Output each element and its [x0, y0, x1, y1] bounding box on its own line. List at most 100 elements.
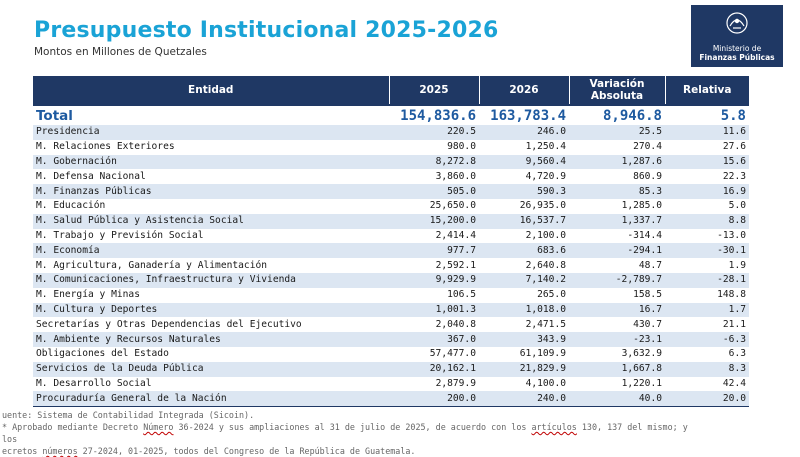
- cell-entity: Procuraduría General de la Nación: [33, 391, 389, 408]
- cell-abs: -2,789.7: [569, 272, 665, 288]
- cell-entity: M. Ambiente y Recursos Naturales: [33, 332, 389, 347]
- cell-abs: -294.1: [569, 243, 665, 259]
- logo-line-1: Ministerio de: [712, 44, 762, 53]
- cell-2025: 1,001.3: [389, 302, 479, 318]
- table-row: M. Energía y Minas 106.5 265.0 158.5 148.8: [33, 288, 749, 303]
- table-row: Servicios de la Deuda Pública 20,162.1 21,…: [33, 361, 749, 377]
- cell-2025: 980.0: [447, 141, 476, 153]
- header-2026: 2026: [479, 76, 570, 105]
- footnote-1: * Aprobado mediante Decreto Número 36-20…: [2, 422, 688, 444]
- table-row: M. Gobernación 8,272.8 9,560.4 1,287.6 15.6: [33, 154, 749, 170]
- cell-abs: 158.5: [633, 289, 662, 301]
- total-row: Total 154,836.6 163,783.4 8,946.8 5.8: [33, 104, 749, 125]
- cell-2026: 16,537.7: [479, 213, 569, 229]
- cell-2026: 1,018.0: [479, 302, 569, 318]
- total-rel: 5.8: [665, 104, 749, 125]
- table-row: Presidencia 220.5 246.0 25.5 11.6: [33, 125, 749, 140]
- cell-2025: 977.7: [389, 243, 479, 259]
- cell-2026: 2,471.5: [525, 318, 566, 330]
- ministry-logo: Ministerio de Finanzas Públicas: [691, 5, 783, 67]
- total-2025: 154,836.6: [389, 104, 479, 125]
- cell-2025: 200.0: [389, 391, 479, 408]
- table-row: M. Relaciones Exteriores 980.0 1,250.4 270.…: [33, 140, 749, 155]
- logo-line-2: Finanzas Públicas: [699, 53, 775, 62]
- footnote-1-text-e: 130, 137 del mismo; y los: [2, 422, 688, 444]
- table-row: M. Salud Pública y Asistencia Social 15,2…: [33, 213, 749, 229]
- table-body: Total 154,836.6 163,783.4 8,946.8 5.8 Pr…: [33, 104, 749, 408]
- footnote-1-text-d: artículos: [531, 422, 577, 432]
- table-header-row: Entidad 2025 2026 Variación Absoluta Rel…: [33, 76, 749, 105]
- cell-entity: Servicios de la Deuda Pública: [33, 361, 389, 377]
- cell-2026: 4,100.0: [525, 377, 566, 389]
- cell-2026: 7,140.2: [479, 272, 569, 288]
- header-relativa: Relativa: [665, 76, 749, 105]
- cell-abs: 40.0: [569, 391, 665, 408]
- header-2025: 2025: [389, 76, 480, 105]
- footnote-2-text-a: ecretos: [2, 446, 43, 456]
- cell-rel: -13.0: [717, 229, 746, 241]
- cell-entity: Presidencia: [33, 125, 389, 140]
- cell-rel: 21.1: [722, 318, 746, 330]
- total-abs: 8,946.8: [569, 104, 665, 125]
- footnote-1-text-a: Aprobado mediante Decreto: [7, 422, 144, 432]
- cell-entity: M. Salud Pública y Asistencia Social: [33, 213, 389, 229]
- cell-entity: M. Energía y Minas: [36, 289, 140, 301]
- table-row: M. Desarrollo Social 2,879.9 4,100.0 1,220.…: [33, 377, 749, 392]
- cell-2025: 2,040.8: [435, 318, 476, 330]
- cell-2025: 3,860.0: [435, 170, 476, 182]
- cell-2025: 57,477.0: [429, 348, 476, 360]
- table-row: M. Cultura y Deportes 1,001.3 1,018.0 16.7 1…: [33, 302, 749, 318]
- cell-rel: 8.3: [665, 361, 749, 377]
- cell-2025: 8,272.8: [389, 154, 479, 170]
- cell-rel: 42.4: [722, 377, 746, 389]
- cell-2025: 367.0: [389, 332, 479, 347]
- cell-abs: -314.4: [627, 229, 662, 241]
- cell-entity: Obligaciones del Estado: [36, 348, 169, 360]
- cell-abs: 1,667.8: [569, 361, 665, 377]
- cell-rel: 15.6: [665, 154, 749, 170]
- cell-abs: 25.5: [569, 125, 665, 140]
- cell-rel: 5.0: [728, 200, 746, 212]
- table-row: M. Finanzas Públicas 505.0 590.3 85.3 16.9: [33, 184, 749, 199]
- cell-2025: 20,162.1: [389, 361, 479, 377]
- source-note: uente: Sistema de Contabilidad Integrada…: [2, 410, 255, 420]
- total-label: Total: [33, 104, 389, 125]
- table-row: M. Economía 977.7 683.6 -294.1 -30.1: [33, 243, 749, 259]
- cell-abs: 1,287.6: [569, 154, 665, 170]
- cell-entity: M. Finanzas Públicas: [33, 184, 389, 199]
- total-2026: 163,783.4: [479, 104, 569, 125]
- cell-entity: M. Gobernación: [33, 154, 389, 170]
- cell-rel: 16.9: [665, 184, 749, 199]
- cell-rel: -6.3: [665, 332, 749, 347]
- footnote-2: ecretos números 27-2024, 01-2025, todos …: [2, 445, 702, 457]
- cell-rel: 11.6: [665, 125, 749, 140]
- header-entidad: Entidad: [33, 76, 390, 105]
- table-row: M. Defensa Nacional 3,860.0 4,720.9 860.9 22…: [33, 169, 749, 184]
- cell-2026: 590.3: [479, 184, 569, 199]
- footnote-2-text-c: 27-2024, 01-2025, todos del Congreso de …: [77, 446, 416, 456]
- cell-entity: M. Agricultura, Ganadería y Alimentación: [36, 259, 268, 271]
- cell-2025: 2,414.4: [435, 229, 476, 241]
- cell-abs: 430.7: [633, 318, 662, 330]
- coat-of-arms-icon: [726, 12, 748, 34]
- cell-2025: 106.5: [447, 289, 476, 301]
- cell-2026: 21,829.9: [479, 361, 569, 377]
- header-variacion-absoluta: Variación Absoluta: [569, 76, 666, 105]
- cell-abs: 85.3: [569, 184, 665, 199]
- footnote-2-text-b: números: [42, 446, 78, 456]
- cell-2026: 683.6: [479, 243, 569, 259]
- cell-2026: 9,560.4: [479, 154, 569, 170]
- cell-rel: -28.1: [665, 272, 749, 288]
- cell-entity: M. Comunicaciones, Infraestructura y Viv…: [33, 272, 389, 288]
- cell-2026: 61,109.9: [519, 348, 566, 360]
- cell-entity: Secretarías y Otras Dependencias del Eje…: [36, 318, 302, 330]
- cell-rel: 1.7: [665, 302, 749, 318]
- cell-rel: 8.8: [665, 213, 749, 229]
- cell-abs: 16.7: [569, 302, 665, 318]
- cell-entity: M. Defensa Nacional: [36, 170, 146, 182]
- table-row: M. Educación 25,650.0 26,935.0 1,285.0 5.0: [33, 199, 749, 214]
- table-row: Secretarías y Otras Dependencias del Eje…: [33, 317, 749, 332]
- cell-abs: 270.4: [633, 141, 662, 153]
- cell-2025: 505.0: [389, 184, 479, 199]
- cell-rel: 22.3: [722, 170, 746, 182]
